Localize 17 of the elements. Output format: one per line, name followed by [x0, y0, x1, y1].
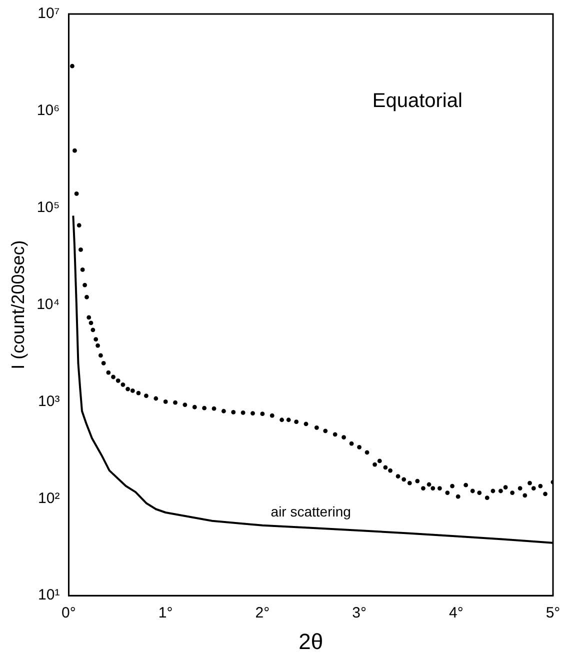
y-axis-title: I (count/200sec): [8, 240, 28, 370]
series-label: air scattering: [270, 504, 351, 520]
y-tick-label: 10³: [38, 392, 60, 410]
x-tick-label: 3°: [352, 604, 366, 622]
annotation: Equatorial: [372, 90, 462, 112]
y-tick-label: 10²: [38, 490, 60, 507]
x-tick-label: 1°: [158, 604, 173, 622]
y-tick-label: 10⁷: [38, 5, 60, 22]
x-tick-label: 0°: [62, 604, 76, 622]
y-tick-label: 10¹: [38, 586, 60, 604]
x-tick-label: 4°: [448, 604, 464, 622]
y-tick-label: 10⁴: [36, 296, 60, 313]
x-tick-label: 5°: [546, 604, 560, 622]
y-tick-label: 10⁶: [36, 102, 60, 120]
x-tick-label: 2°: [255, 604, 270, 622]
x-axis-title: 2θ: [298, 628, 324, 654]
y-tick-label: 10⁵: [36, 199, 60, 216]
